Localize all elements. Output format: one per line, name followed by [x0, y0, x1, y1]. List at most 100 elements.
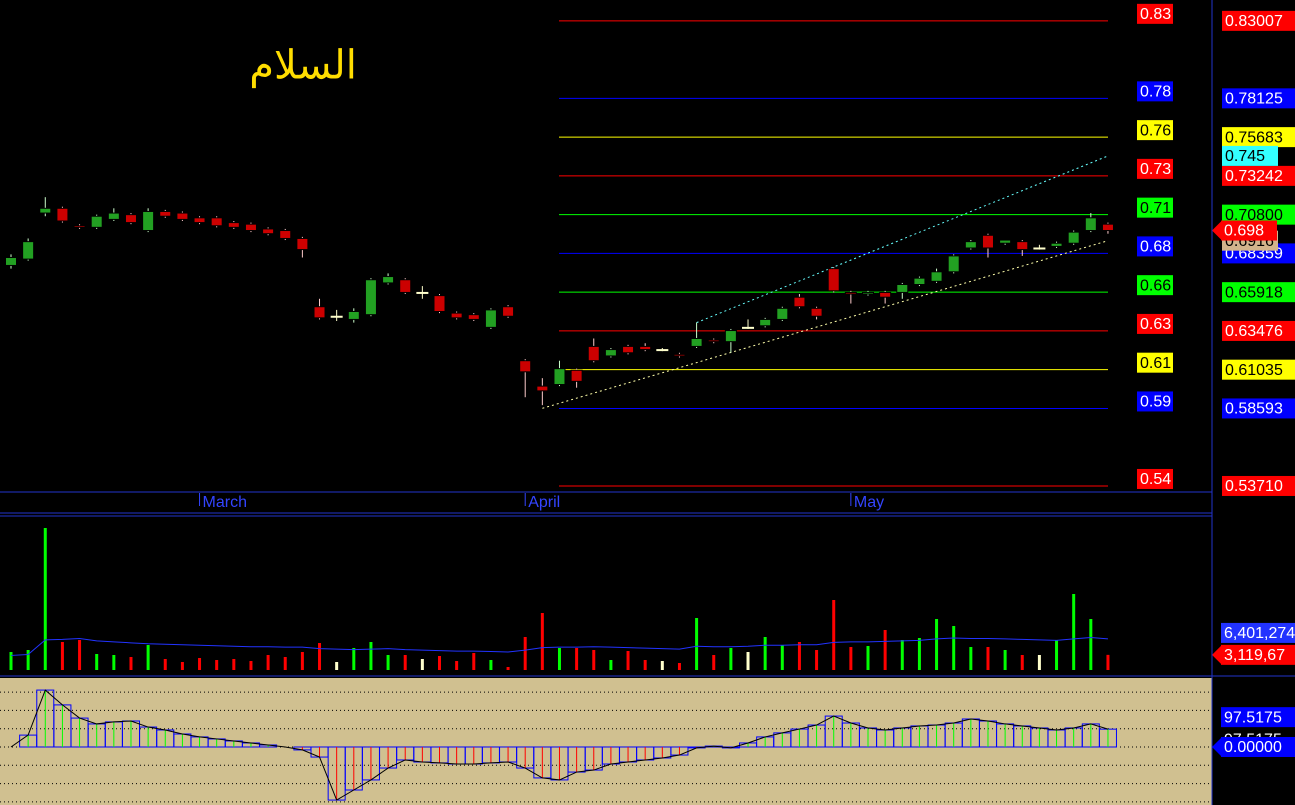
volume-bar	[1037, 655, 1041, 670]
level-label: 0.61035	[1225, 362, 1283, 379]
volume-bar	[60, 642, 64, 670]
level-short-label-box	[1137, 81, 1173, 102]
level-label-box	[1222, 204, 1295, 225]
candle-body	[964, 241, 977, 249]
last-price-label: 0.698	[1224, 223, 1264, 240]
volume-bar	[283, 657, 287, 670]
volume-bar	[506, 667, 510, 670]
level-short-label: 0.54	[1140, 471, 1171, 488]
candle-body	[107, 212, 120, 220]
candle-body	[347, 310, 360, 320]
volume-bar	[763, 637, 767, 670]
volume-bar	[26, 650, 30, 670]
candle-body	[981, 234, 994, 249]
candle-body	[502, 306, 515, 317]
last-price-label-box	[1221, 220, 1277, 241]
level-short-label-box	[1137, 120, 1173, 141]
oscillator-last-label-box	[1221, 707, 1295, 728]
level-short-label-box	[1137, 158, 1173, 179]
candle-body	[1084, 217, 1097, 232]
level-label-box	[1222, 359, 1295, 380]
volume-bar	[746, 652, 750, 670]
volume-bar	[198, 658, 202, 670]
volume-bar	[677, 663, 681, 670]
level-label-box	[1222, 282, 1295, 303]
volume-bar	[1020, 655, 1024, 670]
level-label-box	[1222, 10, 1295, 31]
candle-body	[382, 276, 395, 284]
candle-body	[484, 309, 497, 328]
level-short-label-box	[1137, 313, 1173, 334]
candle-body	[724, 330, 737, 343]
volume-bar	[575, 648, 579, 670]
candle-body	[707, 339, 720, 343]
candle-body	[1033, 247, 1046, 250]
volume-bar	[455, 661, 459, 670]
zero-arrow	[1212, 737, 1221, 756]
level-short-label-box	[1137, 391, 1173, 412]
volume-bar	[935, 619, 939, 670]
level-label: 0.83007	[1225, 13, 1283, 30]
level-short-label: 0.63	[1140, 316, 1171, 333]
level-label-box	[1222, 320, 1295, 341]
candle-body	[467, 314, 480, 320]
volume-bar	[1072, 594, 1076, 670]
candle-body	[227, 222, 240, 228]
volume-bar	[832, 600, 836, 670]
volume-bar	[472, 653, 476, 670]
level-short-label: 0.68	[1140, 239, 1171, 256]
volume-bar	[849, 647, 853, 670]
candle-body	[999, 239, 1012, 244]
level-label-box	[1222, 475, 1295, 496]
candle-body	[159, 210, 172, 217]
candle-body	[827, 268, 840, 292]
candle-body	[193, 217, 206, 224]
chart-title: السلام	[249, 44, 357, 89]
candle-body	[142, 210, 155, 232]
candle-body	[416, 291, 429, 294]
volume-bar	[112, 655, 116, 670]
volume-bar	[643, 660, 647, 670]
level-short-label-box	[1137, 197, 1173, 218]
candle-body	[810, 307, 823, 317]
candle-body	[604, 349, 617, 357]
level-short-label-box	[1137, 352, 1173, 373]
volume-bar	[523, 637, 527, 670]
level-label: 0.63476	[1225, 323, 1283, 340]
volume-bar	[403, 655, 407, 670]
volume-bar	[917, 638, 921, 670]
volume-bar	[249, 661, 253, 670]
average-label-box	[1221, 622, 1295, 643]
volume-bar	[95, 654, 99, 670]
candle-body	[947, 255, 960, 273]
candle-body	[22, 241, 35, 260]
candle-body	[262, 228, 275, 235]
volume-bar	[695, 618, 699, 670]
candle-body	[639, 345, 652, 351]
candle-body	[896, 283, 909, 293]
candle-body	[793, 296, 806, 308]
candle-body	[210, 217, 223, 227]
candle-body	[913, 277, 926, 285]
x-tick-label: March	[203, 494, 247, 511]
candle-body	[519, 360, 532, 373]
volume-bar	[797, 642, 801, 670]
volume-bar	[986, 647, 990, 670]
candle-body	[450, 312, 463, 319]
volume-bar	[489, 660, 493, 670]
oscillator-last-label: 97.5175	[1224, 709, 1282, 726]
candle-body	[296, 237, 309, 251]
level-short-label-box	[1137, 3, 1173, 24]
volume-bar	[78, 640, 82, 670]
candle-body	[39, 207, 52, 214]
level-label-box	[1222, 165, 1295, 186]
level-short-label: 0.59	[1140, 394, 1171, 411]
volume-bar	[163, 659, 167, 670]
level-short-label-box	[1137, 468, 1173, 489]
candle-body	[364, 279, 377, 316]
volume-bar	[626, 651, 630, 670]
last-volume-label: 3,119,67	[1224, 647, 1285, 664]
candle-body	[90, 215, 103, 228]
volume-bar	[815, 650, 819, 670]
